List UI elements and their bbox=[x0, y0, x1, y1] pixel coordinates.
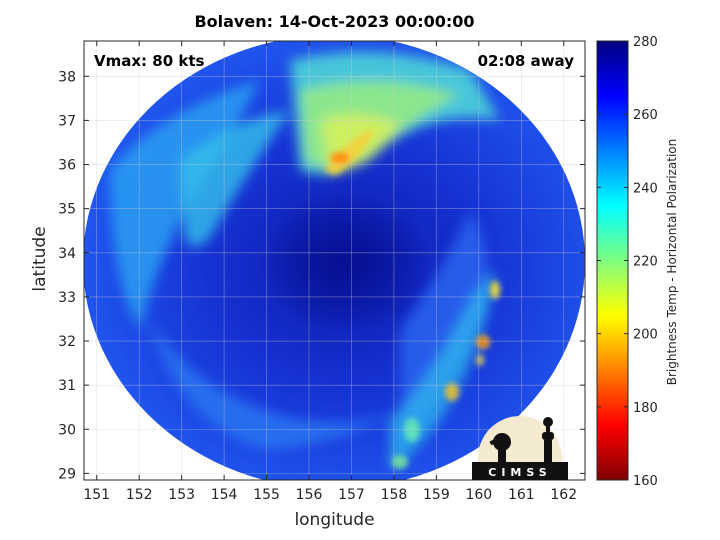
x-tick-label: 152 bbox=[126, 487, 153, 503]
y-tick-label: 34 bbox=[58, 246, 76, 262]
y-tick-label: 33 bbox=[58, 290, 76, 306]
x-axis-ticks: 151 152 153 154 155 156 157 158 159 160 161 162 bbox=[83, 41, 577, 503]
axes-frame bbox=[83, 40, 586, 481]
colorbar-tick-label: 200 bbox=[633, 328, 658, 343]
y-tick-label: 30 bbox=[58, 422, 76, 438]
colorbar bbox=[596, 40, 629, 481]
y-tick-label: 36 bbox=[58, 158, 76, 174]
map-title: Bolaven: 14-Oct-2023 00:00:00 bbox=[194, 12, 475, 31]
y-tick-label: 37 bbox=[58, 113, 76, 129]
x-tick-label: 158 bbox=[381, 487, 408, 503]
x-tick-label: 153 bbox=[168, 487, 195, 503]
map-grid bbox=[84, 41, 585, 480]
colorbar-tick-label: 180 bbox=[633, 401, 658, 416]
x-axis-label: longitude bbox=[294, 510, 375, 530]
colorbar-tick-label: 260 bbox=[633, 108, 658, 123]
y-tick-label: 38 bbox=[58, 69, 76, 85]
x-tick-label: 160 bbox=[465, 487, 492, 503]
satellite-swath bbox=[84, 41, 585, 480]
x-tick-label: 159 bbox=[423, 487, 450, 503]
x-tick-label: 154 bbox=[211, 487, 238, 503]
y-tick-label: 31 bbox=[58, 378, 76, 394]
colorbar-tick-label: 240 bbox=[633, 181, 658, 196]
vmax-annotation: Vmax: 80 kts bbox=[94, 52, 205, 70]
cimss-logo-text: CIMSS bbox=[488, 466, 552, 479]
y-tick-label: 29 bbox=[58, 466, 76, 482]
colorbar-ticks: 160 180 200 220 240 260 280 bbox=[597, 35, 658, 489]
colorbar-label: Brightness Temp - Horizontal Polarizatio… bbox=[665, 138, 679, 386]
x-tick-label: 157 bbox=[338, 487, 365, 503]
y-tick-label: 32 bbox=[58, 334, 76, 350]
colorbar-tick-label: 280 bbox=[633, 35, 658, 50]
x-tick-label: 151 bbox=[83, 487, 110, 503]
y-tick-label: 35 bbox=[58, 202, 76, 218]
x-tick-label: 156 bbox=[296, 487, 323, 503]
time-away-annotation: 02:08 away bbox=[477, 52, 574, 70]
x-tick-label: 162 bbox=[550, 487, 577, 503]
x-tick-label: 161 bbox=[508, 487, 535, 503]
colorbar-tick-label: 220 bbox=[633, 255, 658, 270]
y-axis-ticks: 29 30 31 32 33 34 35 36 37 38 bbox=[58, 69, 585, 482]
y-axis-label: latitude bbox=[30, 226, 50, 292]
x-tick-label: 155 bbox=[253, 487, 280, 503]
cimss-logo bbox=[472, 416, 568, 480]
colorbar-tick-label: 160 bbox=[633, 474, 658, 489]
